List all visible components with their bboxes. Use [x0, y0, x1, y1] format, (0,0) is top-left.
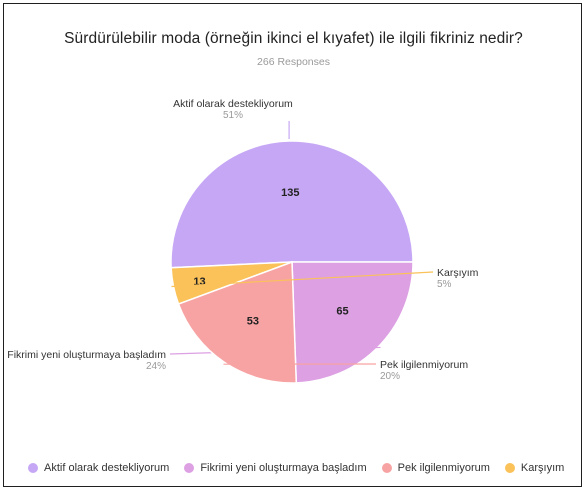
legend-item-karsiyim[interactable]: Karşıyım	[504, 462, 565, 474]
legend-swatch	[381, 463, 392, 473]
legend-swatch	[504, 463, 515, 473]
slice-percent-label: 5%	[437, 279, 452, 290]
chart-subtitle: 266 Responses	[257, 56, 330, 68]
slice-category-label: Aktif olarak destekliyorum	[173, 98, 293, 110]
slice-value-label: 13	[193, 276, 205, 288]
leader-line	[171, 271, 434, 288]
slice-value-label: 135	[281, 187, 299, 199]
chart-title: Sürdürülebilir moda (örneğin ikinci el k…	[64, 30, 523, 47]
slice-percent-label: 20%	[380, 371, 400, 382]
pie-slice-pek-ilgilenmiyorum	[177, 260, 298, 384]
slice-category-label: Fikrimi yeni oluşturmaya başladım	[7, 349, 166, 361]
legend-item-fikrimi[interactable]: Fikrimi yeni oluşturmaya başladım	[184, 462, 367, 474]
legend-item-aktif[interactable]: Aktif olarak destekliyorum	[28, 462, 169, 474]
chart-legend: Aktif olarak destekliyorum Fikrimi yeni …	[28, 460, 573, 476]
slice-percent-label: 51%	[223, 110, 243, 121]
slice-percent-label: 24%	[146, 361, 166, 372]
slice-value-label: 53	[247, 315, 259, 327]
legend-swatch	[184, 463, 195, 473]
pie-slice-fikrimi-yeni-olu-turmaya-ba-lad-m	[291, 261, 414, 384]
legend-item-pek[interactable]: Pek ilgilenmiyorum	[381, 462, 490, 474]
slice-value-label: 65	[336, 306, 348, 318]
legend-label: Aktif olarak destekliyorum	[44, 462, 170, 474]
legend-label: Pek ilgilenmiyorum	[397, 462, 490, 474]
legend-label: Fikrimi yeni oluşturmaya başladım	[200, 462, 367, 474]
legend-swatch	[28, 463, 38, 473]
legend-label: Karşıyım	[520, 462, 565, 474]
slice-category-label: Pek ilgilenmiyorum	[380, 359, 468, 371]
pie-slice-aktif-olarak-destekliyorum	[170, 140, 414, 269]
slice-category-label: Karşıyım	[437, 267, 479, 279]
